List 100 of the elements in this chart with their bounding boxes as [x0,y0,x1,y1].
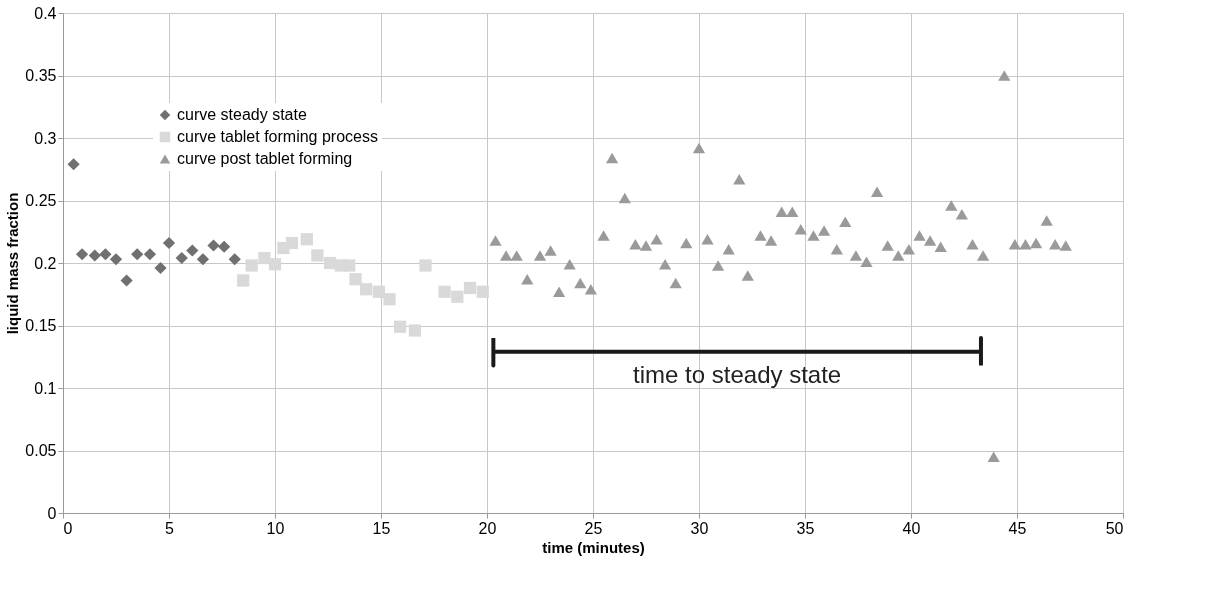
x-tick-label: 50 [1105,519,1124,537]
point [438,285,451,298]
point [489,235,502,246]
point [733,173,746,185]
point [510,250,523,261]
x-tick-label: 40 [902,519,921,537]
point [680,237,693,249]
point [794,223,807,235]
point [521,273,534,285]
point [207,239,220,252]
point [131,248,144,261]
point [574,277,587,289]
point [711,260,725,271]
y-tick-label: 0.2 [34,254,57,272]
y-axis-title: liquid mass fraction [4,192,22,335]
x-tick-label: 10 [266,519,285,537]
y-tick-label: 0.25 [25,192,57,209]
point [754,230,767,241]
point [807,230,820,241]
point [597,230,610,241]
y-tick-label: 0.3 [34,129,57,147]
y-tick-label: 0.4 [34,4,57,22]
point [1040,215,1053,226]
point [88,249,101,262]
point [764,235,778,246]
point [902,243,915,255]
y-tick-label: 0.1 [34,379,57,397]
point [945,200,958,211]
y-tick-label: 0.35 [25,67,57,84]
point [533,250,547,261]
point [162,236,176,250]
point [913,230,926,241]
point [976,250,990,261]
y-tick-label: 0 [47,504,57,522]
point [67,158,80,171]
point [311,249,324,262]
point [544,245,557,256]
point [639,240,653,251]
point [245,259,258,272]
point [741,270,754,281]
point [196,253,210,266]
point [175,251,188,265]
point [451,290,464,303]
x-tick-label: 30 [690,519,709,537]
x-tick-label: 20 [478,519,497,537]
point [552,286,566,298]
point [419,259,432,272]
point [349,273,362,286]
point [343,259,356,272]
point [786,206,799,218]
x-tick-label: 45 [1008,519,1027,537]
point [218,240,231,253]
point [584,283,597,295]
point [499,250,513,261]
point [99,248,112,261]
point [650,233,663,245]
point [1049,238,1062,250]
point [923,235,937,246]
x-tick-label: 0 [63,519,73,537]
point [228,253,241,266]
point [408,324,422,337]
x-axis-title: time (minutes) [542,538,645,556]
point [285,236,299,250]
point [109,253,123,266]
point [669,277,682,289]
point [701,233,714,245]
point [154,261,167,275]
point [692,142,706,154]
point [817,225,831,236]
point [775,206,788,218]
point [75,248,89,261]
point [1019,238,1032,250]
y-tick-label: 0.05 [25,442,57,459]
point [1059,240,1072,251]
annotation: time to steady state [633,360,842,388]
point [934,241,947,253]
legend-label: curve steady state [177,106,307,123]
point [1029,237,1043,249]
point [120,274,133,287]
point [618,192,631,204]
point [393,320,407,333]
point [658,258,672,270]
x-tick-label: 5 [165,519,175,537]
point [881,240,894,251]
point [605,152,619,164]
x-tick-label: 15 [372,519,391,537]
point [186,244,199,257]
point [300,233,313,246]
point [987,451,1000,463]
x-tick-label: 35 [796,519,815,537]
point [383,293,396,306]
point [839,216,852,228]
point [237,274,250,287]
point [1008,238,1021,250]
point [258,251,271,265]
legend-label: curve tablet forming process [177,128,378,145]
point [955,208,968,220]
point [463,281,477,295]
point [830,243,843,255]
point [476,285,489,298]
